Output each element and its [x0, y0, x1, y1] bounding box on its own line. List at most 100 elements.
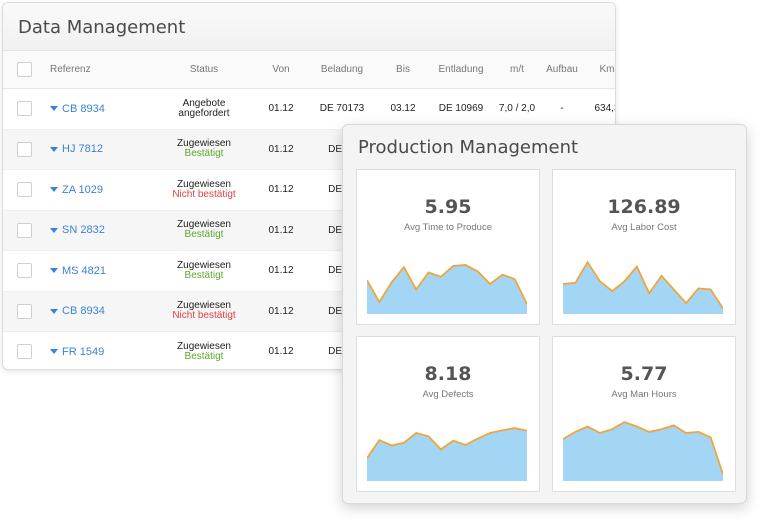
caret-down-icon[interactable] [50, 106, 58, 112]
row-checkbox[interactable] [17, 303, 32, 319]
column-header-aufbau[interactable]: Aufbau [546, 64, 578, 75]
kpi-sparkline [563, 421, 723, 481]
caret-down-icon[interactable] [50, 227, 58, 233]
status-secondary: angefordert [178, 107, 230, 119]
referenz-link[interactable]: MS 4821 [50, 265, 106, 277]
referenz-text: FR 1549 [62, 345, 105, 358]
caret-down-icon[interactable] [50, 268, 58, 274]
entladung-cell: DE 10969 [438, 103, 484, 115]
status-secondary: Bestätigt [184, 350, 224, 362]
referenz-cell: CB 8934 [50, 292, 160, 332]
von-cell: 01.12 [268, 346, 294, 358]
status-secondary: Bestätigt [184, 148, 224, 160]
status-secondary: Nicht bestätigt [172, 188, 236, 200]
referenz-text: ZA 1029 [62, 183, 103, 196]
row-checkbox[interactable] [17, 263, 32, 279]
row-checkbox[interactable] [17, 344, 32, 360]
referenz-text: SN 2832 [62, 224, 105, 237]
sparkline-area [367, 264, 527, 314]
select-all-cell [17, 51, 32, 88]
select-all-checkbox[interactable] [17, 62, 32, 77]
status-cell: Zugewiesen Nicht bestätigt [163, 170, 245, 210]
kpi-card[interactable]: 126.89 Avg Labor Cost [552, 169, 736, 325]
status-secondary: Nicht bestätigt [172, 310, 236, 322]
sparkline-line [367, 263, 527, 305]
row-select-cell [17, 292, 32, 332]
sparkline-line [563, 260, 723, 309]
data-management-title: Data Management [3, 3, 615, 51]
referenz-text: CB 8934 [62, 305, 105, 318]
von-cell: 01.12 [268, 143, 294, 155]
referenz-link[interactable]: FR 1549 [50, 346, 104, 358]
column-header-km[interactable]: Km [599, 64, 615, 75]
beladung-cell: DE 99 [328, 184, 356, 196]
referenz-cell: FR 1549 [50, 332, 160, 369]
table-row[interactable]: CB 8934 Angebote angefordert 01.12 DE 70173 0… [3, 89, 615, 130]
kpi-card[interactable]: 5.77 Avg Man Hours [552, 336, 736, 492]
column-header-referenz[interactable]: Referenz [50, 64, 91, 75]
von-cell: 01.12 [268, 224, 294, 236]
column-header-mt[interactable]: m/t [510, 64, 524, 75]
sparkline-area [367, 428, 527, 481]
referenz-link[interactable]: ZA 1029 [50, 184, 103, 196]
kpi-value: 5.77 [620, 363, 668, 385]
kpi-card[interactable]: 8.18 Avg Defects [356, 336, 540, 492]
row-select-cell [17, 89, 32, 129]
row-checkbox[interactable] [17, 222, 32, 238]
sparkline-line [367, 427, 527, 459]
referenz-link[interactable]: SN 2832 [50, 224, 105, 236]
mt-cell: 7,0 / 2,0 [498, 103, 536, 115]
referenz-link[interactable]: CB 8934 [50, 103, 105, 115]
beladung-cell: DE 45 [328, 346, 356, 358]
referenz-text: CB 8934 [62, 102, 105, 115]
kpi-value: 5.95 [424, 196, 472, 218]
beladung-cell: DE 70173 [319, 103, 365, 115]
kpi-card[interactable]: 5.95 Avg Time to Produce [356, 169, 540, 325]
row-checkbox[interactable] [17, 141, 32, 157]
km-cell: 634,3 [594, 103, 615, 115]
kpi-sparkline [563, 260, 723, 314]
kpi-label: Avg Labor Cost [611, 222, 677, 233]
status-primary: Zugewiesen [177, 138, 231, 150]
kpi-label: Avg Defects [422, 389, 474, 400]
von-cell: 01.12 [268, 265, 294, 277]
kpi-value: 126.89 [607, 196, 681, 218]
status-primary: Zugewiesen [177, 219, 231, 231]
beladung-cell: DE 24 [328, 265, 356, 277]
referenz-cell: SN 2832 [50, 211, 160, 251]
column-header-bis[interactable]: Bis [396, 64, 410, 75]
column-header-entladung[interactable]: Entladung [438, 64, 484, 75]
referenz-link[interactable]: HJ 7812 [50, 143, 103, 155]
table-row[interactable]: ZA 1029 Zugewiesen Nicht bestätigt 01.12 DE … [3, 170, 615, 211]
beladung-cell: DE 10 [328, 224, 356, 236]
status-primary: Zugewiesen [177, 340, 231, 352]
column-header-beladung[interactable]: Beladung [320, 64, 364, 75]
kpi-sparkline [367, 263, 527, 314]
caret-down-icon[interactable] [50, 308, 58, 314]
column-header-von[interactable]: Von [272, 64, 290, 75]
column-header-status[interactable]: Status [189, 63, 219, 75]
kpi-label: Avg Man Hours [611, 389, 677, 400]
production-management-title: Production Management [358, 137, 579, 158]
bis-cell: 03.12 [390, 103, 416, 115]
production-management-window: Production Management 5.95 Avg Time to Pr… [342, 124, 747, 504]
caret-down-icon[interactable] [50, 187, 58, 193]
kpi-label: Avg Time to Produce [403, 222, 492, 233]
row-checkbox[interactable] [17, 182, 32, 198]
row-checkbox[interactable] [17, 101, 32, 117]
sparkline-area [563, 422, 723, 481]
kpi-sparkline [367, 427, 527, 481]
table-header-row: Referenz Status Von Beladung Bis Entladu… [3, 51, 615, 89]
status-secondary: Bestätigt [184, 229, 224, 241]
status-primary: Angebote [182, 97, 226, 109]
referenz-link[interactable]: CB 8934 [50, 305, 105, 317]
beladung-cell: DE 70 [328, 305, 356, 317]
referenz-text: HJ 7812 [62, 143, 103, 156]
caret-down-icon[interactable] [50, 349, 58, 355]
referenz-cell: CB 8934 [50, 89, 160, 129]
caret-down-icon[interactable] [50, 146, 58, 152]
status-cell: Zugewiesen Bestätigt [163, 332, 245, 369]
von-cell: 01.12 [268, 103, 294, 115]
